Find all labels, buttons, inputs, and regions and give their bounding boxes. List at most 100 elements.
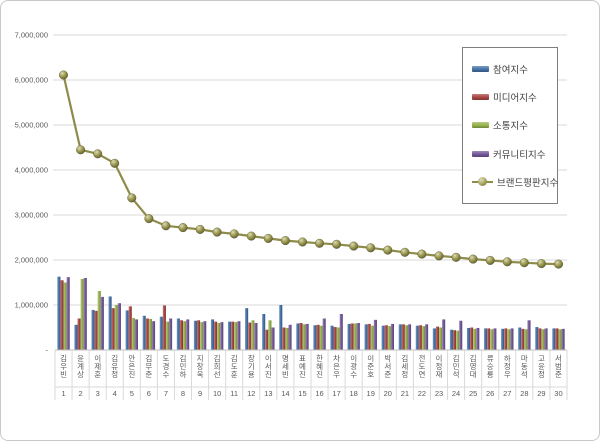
brand-reputation-index-swatch <box>472 177 493 187</box>
bar <box>165 321 170 350</box>
bar <box>186 319 190 350</box>
svg-text:6,000,000: 6,000,000 <box>15 76 48 85</box>
bar <box>302 324 306 350</box>
line-marker <box>178 223 188 233</box>
category-rank: 16 <box>315 389 323 398</box>
bar <box>159 316 163 350</box>
bar <box>148 318 152 350</box>
legend-item-participation-index: 참여지수 <box>472 62 553 76</box>
bar <box>57 276 61 350</box>
legend-label: 참여지수 <box>493 65 528 77</box>
bar <box>442 319 446 350</box>
bar <box>493 328 497 350</box>
bar <box>217 323 221 350</box>
category-rank: 28 <box>520 389 528 398</box>
bar <box>203 321 207 350</box>
bar <box>466 327 471 350</box>
bar <box>100 296 104 350</box>
line-marker <box>315 238 325 248</box>
category-rank: 6 <box>147 389 151 398</box>
bars-participation-index <box>57 276 556 350</box>
bar <box>510 328 514 350</box>
line-marker <box>144 214 154 224</box>
bar <box>384 325 388 350</box>
bar <box>333 327 337 350</box>
bar <box>228 321 232 350</box>
bar <box>97 291 101 350</box>
legend-label: 미디어지수 <box>493 93 537 105</box>
category-rank: 17 <box>332 389 340 398</box>
svg-text:3,000,000: 3,000,000 <box>15 211 48 220</box>
category-rank: 27 <box>503 389 511 398</box>
bar <box>518 327 522 350</box>
category-rank: 18 <box>349 389 357 398</box>
svg-text:-: - <box>46 346 49 355</box>
line-marker <box>554 259 564 269</box>
bar <box>350 323 354 350</box>
category-rank: 20 <box>384 389 392 398</box>
bar <box>544 328 548 350</box>
category-rank: 26 <box>486 389 494 398</box>
bar <box>521 328 525 350</box>
legend-label: 커뮤니티지수 <box>493 149 546 161</box>
bar <box>288 324 292 350</box>
bar <box>248 322 252 350</box>
legend: 참여지수 미디어지수 소통지수 커뮤니티지수 브랜드평판지수 <box>462 47 558 204</box>
bar <box>336 327 340 350</box>
bar <box>234 322 238 350</box>
legend-item-communication-index: 소통지수 <box>472 118 553 132</box>
bar <box>367 323 371 350</box>
line-marker <box>229 229 239 239</box>
legend-item-media-index: 미디어지수 <box>472 90 553 104</box>
communication-index-swatch <box>472 122 489 129</box>
bar <box>299 323 303 350</box>
bar <box>476 327 480 350</box>
line-marker <box>76 145 86 155</box>
line-marker <box>502 257 512 267</box>
category-rank: 15 <box>298 389 306 398</box>
bar <box>353 323 357 350</box>
category-rank: 21 <box>401 389 409 398</box>
bar <box>66 277 70 350</box>
line-marker <box>536 259 546 269</box>
bar <box>91 309 95 350</box>
bar <box>169 318 173 350</box>
bar <box>452 330 457 350</box>
line-marker <box>127 193 137 203</box>
bar <box>176 318 180 350</box>
bar <box>459 320 463 350</box>
bar <box>552 328 556 350</box>
bar <box>134 319 138 350</box>
x-axis-names: 김 우 빈 윤 계 상 이 제 훈 김 유 정 안 은 진 김 무 준 도 경 수 김 민 하 지 창 욱 김 희 선 김 도 훈 장 기 용 이 서 진 명… <box>60 353 562 379</box>
bar <box>316 324 320 350</box>
y-axis-labels: - 1,000,000 2,000,000 3,000,000 4,000,000 5,0… <box>15 31 49 355</box>
category-rank: 24 <box>452 389 460 398</box>
bar <box>245 308 249 350</box>
bar <box>251 320 255 350</box>
legend-label: 브랜드평판지수 <box>497 177 559 189</box>
category-rank: 23 <box>435 389 443 398</box>
category-rank: 14 <box>281 389 289 398</box>
bar <box>456 330 460 350</box>
category-rank: 30 <box>554 389 562 398</box>
category-rank: 29 <box>537 389 545 398</box>
bar <box>339 314 343 350</box>
bars-communication-index <box>63 278 562 350</box>
bar <box>117 303 121 350</box>
participation-index-swatch <box>472 66 489 73</box>
bar <box>421 326 426 350</box>
